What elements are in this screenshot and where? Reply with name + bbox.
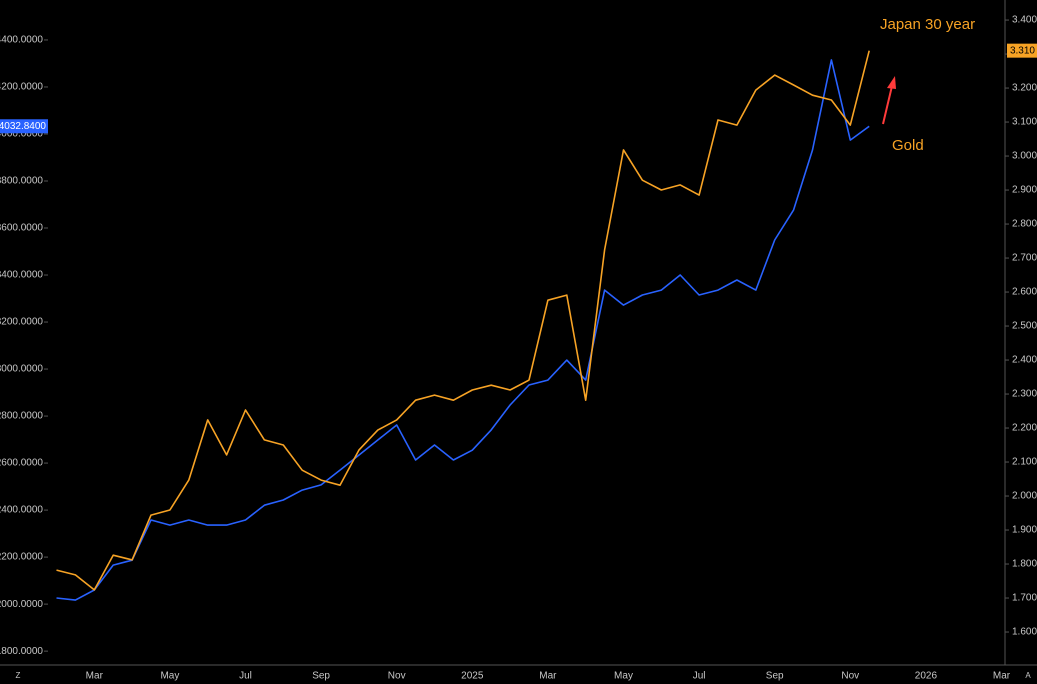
x-tick-label: Mar (539, 671, 557, 682)
x-tick-label: Nov (388, 671, 406, 682)
x-tick-label: Jul (693, 671, 706, 682)
x-tick-label: 2025 (461, 671, 484, 682)
y2-tick-label: 3.400 (1012, 15, 1037, 26)
series-line (56, 59, 870, 601)
y-tick-label: 4000.0000 (0, 129, 43, 140)
x-tick-label: Sep (312, 671, 330, 682)
x-tick-label: Mar (993, 671, 1011, 682)
y2-tick-label: 1.900 (1012, 525, 1037, 536)
y2-tick-label: 2.700 (1012, 253, 1037, 264)
y-tick-label: 3800.0000 (0, 176, 43, 187)
y-tick-label: 3200.0000 (0, 317, 43, 328)
y-tick-label: 1800.0000 (0, 646, 43, 657)
y2-tick-label: 2.600 (1012, 287, 1037, 298)
last-value-badge (0, 119, 48, 134)
y-tick-label: 2400.0000 (0, 505, 43, 516)
x-tick-label: Jul (239, 671, 252, 682)
y2-tick-label: 2.300 (1012, 389, 1037, 400)
y-tick-label: 4200.0000 (0, 82, 43, 93)
y-tick-label: 3400.0000 (0, 270, 43, 281)
footer-label: A (1025, 671, 1031, 680)
y2-tick-label: 2.500 (1012, 321, 1037, 332)
x-tick-label: Nov (841, 671, 859, 682)
y2-tick-label: 2.000 (1012, 491, 1037, 502)
series-annotation: Gold (892, 137, 924, 154)
x-tick-label: Sep (766, 671, 784, 682)
y-tick-label: 2800.0000 (0, 411, 43, 422)
y2-tick-label: 2.100 (1012, 457, 1037, 468)
arrow (882, 85, 893, 125)
last-value-badge (1007, 43, 1037, 58)
arrow-head (887, 76, 896, 89)
last-value-label: 3.310 (1010, 45, 1035, 56)
y2-tick-label: 1.700 (1012, 593, 1037, 604)
y-tick-label: 2000.0000 (0, 599, 43, 610)
series-line (56, 50, 870, 591)
y-tick-label: 3600.0000 (0, 223, 43, 234)
x-tick-label: May (160, 671, 179, 682)
y2-tick-label: 1.600 (1012, 627, 1037, 638)
y2-tick-label: 2.400 (1012, 355, 1037, 366)
y2-tick-label: 2.200 (1012, 423, 1037, 434)
y-tick-label: 2200.0000 (0, 552, 43, 563)
y2-tick-label: 2.800 (1012, 219, 1037, 230)
x-tick-label: Mar (86, 671, 104, 682)
y2-tick-label: 3.200 (1012, 83, 1037, 94)
x-tick-label: May (614, 671, 633, 682)
last-value-label: 4032.8400 (0, 121, 46, 132)
y-tick-label: 4400.0000 (0, 35, 43, 46)
y2-tick-label: 2.900 (1012, 185, 1037, 196)
y2-tick-label: 1.800 (1012, 559, 1037, 570)
y-tick-label: 2600.0000 (0, 458, 43, 469)
y-tick-label: 3000.0000 (0, 364, 43, 375)
y2-tick-label: 3.100 (1012, 117, 1037, 128)
x-tick-label: 2026 (915, 671, 938, 682)
y2-tick-label: 3.000 (1012, 151, 1037, 162)
series-annotation: Japan 30 year (880, 16, 975, 33)
footer-label: Z (16, 671, 21, 680)
